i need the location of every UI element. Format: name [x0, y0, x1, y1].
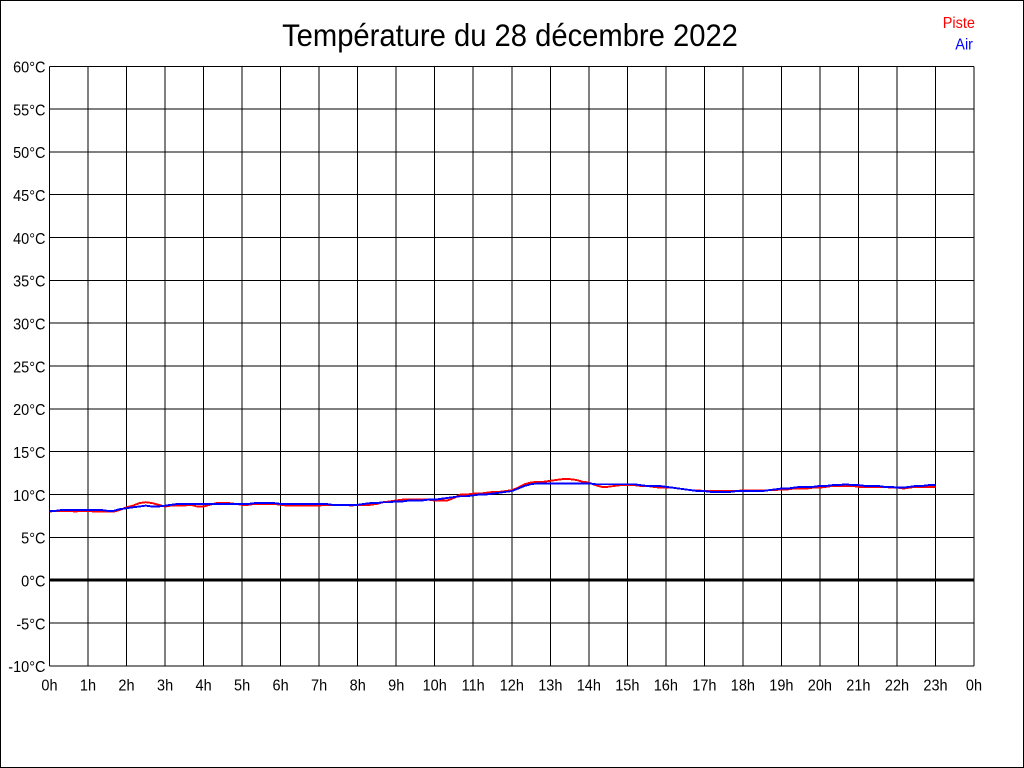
svg-text:15°C: 15°C [13, 444, 45, 462]
svg-text:20°C: 20°C [13, 402, 45, 420]
svg-text:19h: 19h [769, 677, 793, 695]
svg-text:15h: 15h [615, 677, 639, 695]
svg-text:45°C: 45°C [13, 187, 45, 205]
svg-text:10h: 10h [423, 677, 447, 695]
svg-text:30°C: 30°C [13, 316, 45, 334]
svg-text:Piste: Piste [943, 14, 975, 32]
svg-text:20h: 20h [808, 677, 832, 695]
svg-text:11h: 11h [462, 677, 485, 695]
svg-text:40°C: 40°C [13, 230, 45, 248]
svg-text:5h: 5h [234, 677, 250, 695]
svg-text:-10°C: -10°C [8, 658, 45, 676]
svg-text:9h: 9h [388, 677, 404, 695]
svg-text:6h: 6h [273, 677, 289, 695]
svg-text:13h: 13h [538, 677, 562, 695]
svg-text:25°C: 25°C [13, 359, 45, 377]
svg-text:50°C: 50°C [13, 145, 45, 163]
svg-text:7h: 7h [311, 677, 327, 695]
svg-text:12h: 12h [500, 677, 524, 695]
svg-text:0h: 0h [966, 677, 982, 695]
svg-text:4h: 4h [196, 677, 212, 695]
svg-text:8h: 8h [350, 677, 366, 695]
svg-text:5°C: 5°C [21, 530, 45, 548]
svg-text:Air: Air [955, 36, 973, 54]
svg-text:Température du 28 décembre 202: Température du 28 décembre 2022 [282, 19, 738, 53]
svg-text:22h: 22h [885, 677, 909, 695]
svg-text:0°C: 0°C [21, 573, 45, 591]
svg-text:10°C: 10°C [13, 487, 45, 505]
svg-text:60°C: 60°C [13, 59, 45, 77]
svg-text:55°C: 55°C [13, 102, 45, 120]
svg-text:0h: 0h [41, 677, 57, 695]
svg-text:-5°C: -5°C [16, 616, 45, 634]
svg-text:21h: 21h [846, 677, 870, 695]
svg-text:1h: 1h [80, 677, 96, 695]
svg-text:23h: 23h [923, 677, 947, 695]
svg-text:35°C: 35°C [13, 273, 45, 291]
svg-text:2h: 2h [118, 677, 134, 695]
svg-text:3h: 3h [157, 677, 173, 695]
svg-text:16h: 16h [654, 677, 678, 695]
svg-text:18h: 18h [731, 677, 755, 695]
svg-text:14h: 14h [577, 677, 601, 695]
svg-text:17h: 17h [692, 677, 716, 695]
